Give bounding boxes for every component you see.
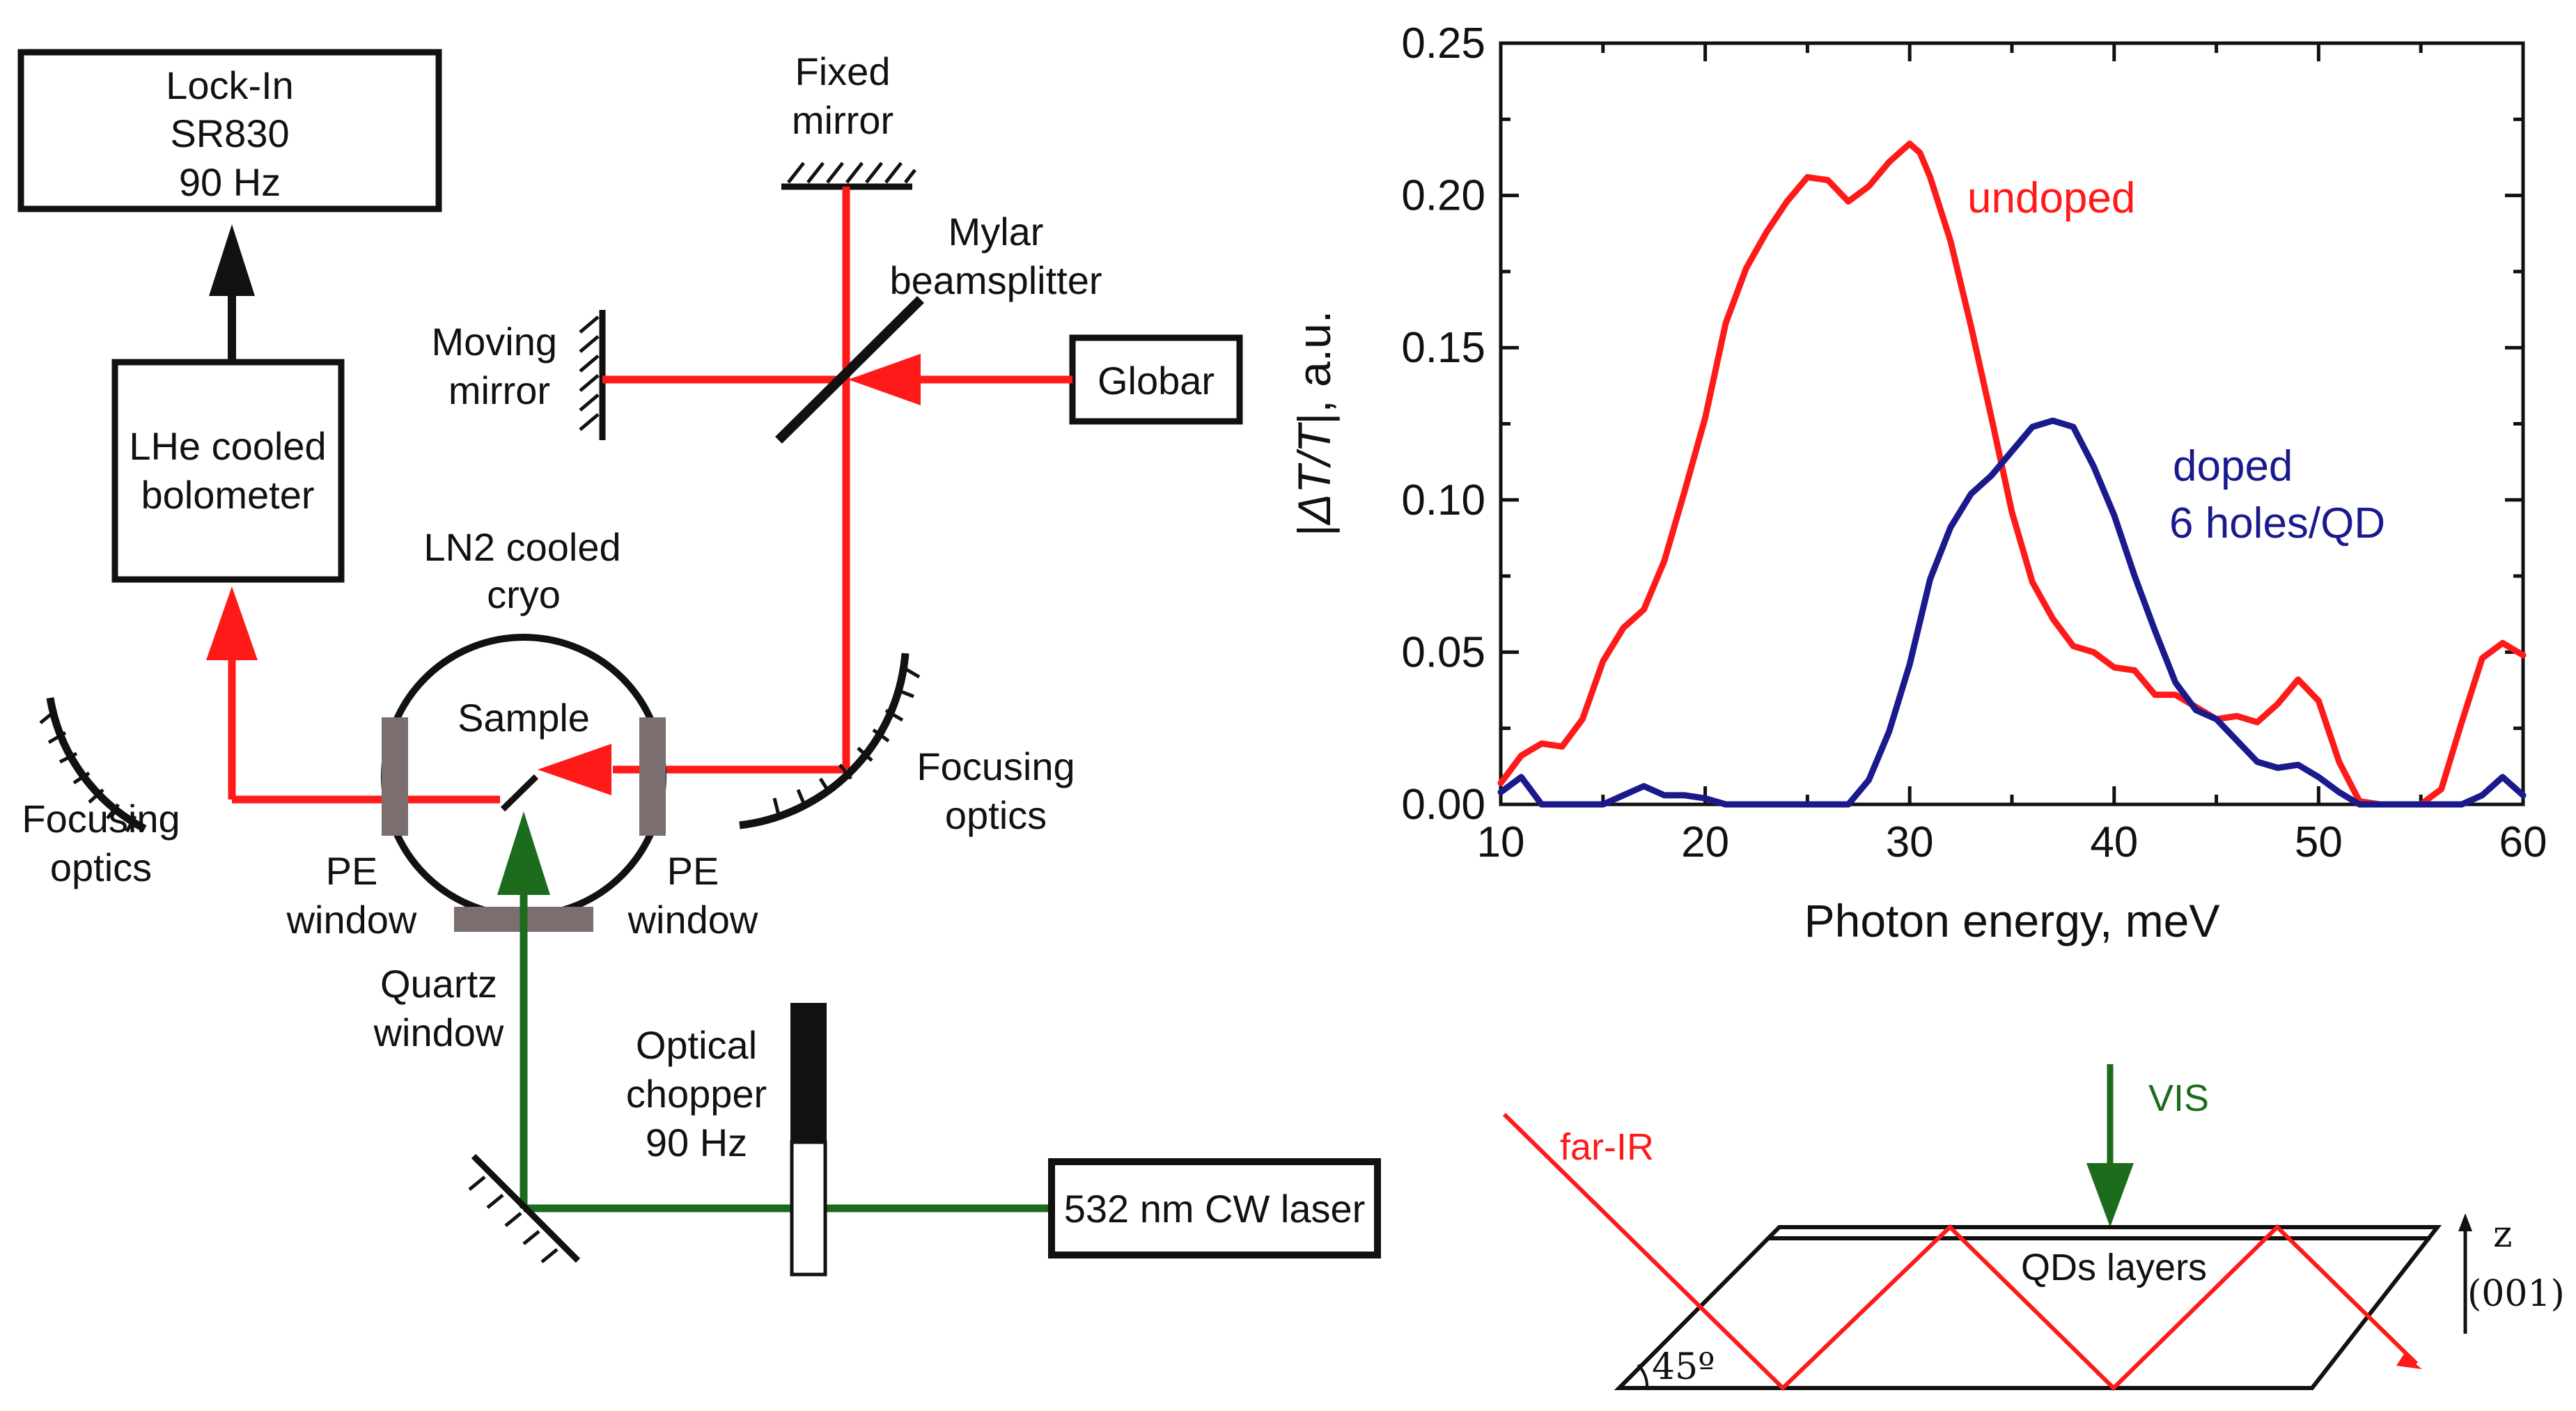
series-line-doped	[1497, 417, 2527, 808]
angle-label: 45º	[1652, 1346, 1715, 1388]
ir-arrowhead-bolometer	[206, 586, 258, 660]
y-tick-label: 0.00	[1401, 781, 1485, 829]
data-lines	[1497, 140, 2527, 808]
y-tick-labels: 0.00 0.05 0.10 0.15 0.20 0.25	[1401, 20, 1485, 829]
y-tick-label: 0.25	[1401, 20, 1485, 68]
lockin-label-line3: 90 Hz	[179, 160, 281, 204]
fixed-mirror-label-line1: Fixed	[795, 49, 891, 93]
bolometer-box	[111, 359, 345, 583]
pe-left-label-line2: window	[286, 898, 417, 942]
quartz-label-line1: Quartz	[380, 962, 497, 1006]
chopper-label-line2: chopper	[626, 1072, 767, 1116]
cryo-label-line1: LN2 cooled	[423, 525, 620, 569]
chopper-blade-open	[790, 1140, 827, 1277]
z-axis-arrowhead	[2458, 1213, 2472, 1231]
angle-arc	[1637, 1364, 1649, 1389]
focusing-mirror-right	[739, 653, 921, 829]
chopper-blade-dark	[790, 1003, 827, 1142]
laser-box	[1048, 1158, 1381, 1258]
z-label: z	[2493, 1214, 2512, 1256]
y-tick-label: 0.15	[1401, 324, 1485, 372]
waveguide-slab	[1614, 1225, 2442, 1390]
ir-arrowhead-globar	[848, 354, 921, 405]
focusing-right-label-line2: optics	[945, 793, 1047, 837]
x-tick-label: 60	[2499, 818, 2547, 866]
chopper-label-line1: Optical	[636, 1023, 757, 1067]
waveguide-inset: VIS far-IR QDs layers 45º z (001)	[1502, 1064, 2565, 1391]
moving-mirror	[579, 310, 606, 440]
legend-doped-line2: 6 holes/QD	[2169, 499, 2385, 547]
series-line-undoped	[1497, 140, 2527, 808]
pe-left-label-line1: PE	[326, 849, 378, 893]
vis-inset-arrowhead	[2086, 1163, 2134, 1227]
x-tick-label: 40	[2090, 818, 2138, 866]
farir-zigzag	[1502, 1112, 2419, 1391]
fixed-mirror-label-line2: mirror	[792, 98, 893, 142]
y-tick-label: 0.20	[1401, 172, 1485, 220]
moving-mirror-label-line1: Moving	[431, 320, 557, 364]
pe-window-left	[382, 717, 408, 836]
qds-layers-label: QDs layers	[2021, 1247, 2207, 1288]
quartz-label-line2: window	[373, 1011, 504, 1054]
farir-inset-label: far-IR	[1560, 1126, 1654, 1168]
vis-beam	[520, 891, 1050, 1213]
focusing-right-label-line1: Focusing	[916, 745, 1075, 788]
ir-arrowhead-sample	[538, 744, 611, 795]
pe-right-label-line1: PE	[667, 849, 719, 893]
sample-label: Sample	[458, 696, 590, 740]
globar-label: Globar	[1098, 359, 1215, 403]
y-tick-label: 0.10	[1401, 476, 1485, 524]
vis-arrowhead-sample	[497, 811, 550, 895]
pe-right-label-line2: window	[627, 898, 758, 942]
beamsplitter	[775, 296, 924, 444]
legend-doped-line1: doped	[2173, 442, 2293, 490]
ir-beam	[228, 187, 1072, 804]
focusing-left-label-line1: Focusing	[22, 797, 180, 841]
plot-frame	[1499, 41, 2525, 806]
y-axis-label: |ΔT/T|, a.u.	[1288, 311, 1340, 536]
orientation-label: (001)	[2467, 1273, 2565, 1315]
chopper-label-line3: 90 Hz	[646, 1121, 747, 1164]
x-tick-label: 10	[1477, 818, 1525, 866]
lockin-label-line1: Lock-In	[166, 63, 294, 107]
signal-arrowhead	[209, 224, 255, 296]
beamsplitter-label-line1: Mylar	[949, 210, 1044, 254]
laser-label: 532 nm CW laser	[1064, 1187, 1366, 1231]
bolometer-label-line1: LHe cooled	[129, 424, 326, 468]
axis-ticks	[1499, 41, 2525, 806]
focusing-mirror-left	[39, 697, 147, 833]
x-axis-label: Photon energy, meV	[1804, 895, 2220, 946]
y-tick-label: 0.05	[1401, 628, 1485, 676]
sample	[500, 774, 539, 812]
vis-inset-label: VIS	[2148, 1077, 2209, 1119]
beamsplitter-label-line2: beamsplitter	[889, 258, 1102, 302]
x-tick-labels: 10 20 30 40 50 60	[1477, 818, 2547, 866]
x-tick-label: 30	[1886, 818, 1934, 866]
fixed-mirror	[781, 162, 916, 190]
farir-arrowhead	[2396, 1354, 2422, 1369]
steering-mirror	[468, 1153, 581, 1263]
lockin-box	[17, 49, 442, 212]
spectrum-chart: 10 20 30 40 50 60 0.00 0.05 0.10 0.15 0.20 0.25 Ph…	[1288, 20, 2547, 946]
lockin-label-line2: SR830	[170, 111, 289, 155]
legend-undoped: undoped	[1967, 174, 2135, 222]
moving-mirror-label-line2: mirror	[448, 368, 550, 412]
setup-diagram: Lock-In SR830 90 Hz LHe cooled bolometer…	[17, 49, 1381, 1277]
cryo-label-line2: cryo	[487, 572, 561, 616]
pe-window-right	[639, 717, 666, 836]
focusing-left-label-line2: optics	[50, 845, 152, 889]
x-tick-label: 50	[2295, 818, 2343, 866]
bolometer-label-line2: bolometer	[141, 473, 314, 517]
x-tick-label: 20	[1681, 818, 1729, 866]
